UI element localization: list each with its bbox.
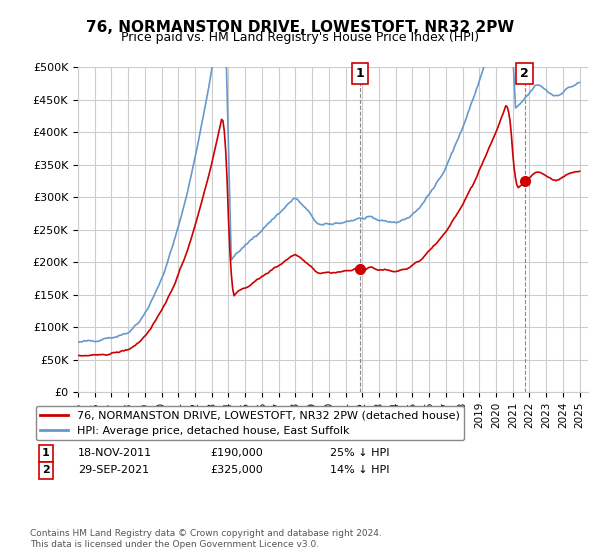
Text: 2: 2 <box>520 67 529 80</box>
Text: 25% ↓ HPI: 25% ↓ HPI <box>330 449 389 459</box>
Text: £325,000: £325,000 <box>210 465 263 475</box>
Legend: 76, NORMANSTON DRIVE, LOWESTOFT, NR32 2PW (detached house), HPI: Average price, : 76, NORMANSTON DRIVE, LOWESTOFT, NR32 2P… <box>35 406 464 440</box>
Text: 2: 2 <box>42 465 50 475</box>
Text: Contains HM Land Registry data © Crown copyright and database right 2024.
This d: Contains HM Land Registry data © Crown c… <box>30 529 382 549</box>
Text: 1: 1 <box>42 449 50 459</box>
Text: £190,000: £190,000 <box>210 449 263 459</box>
Text: 76, NORMANSTON DRIVE, LOWESTOFT, NR32 2PW: 76, NORMANSTON DRIVE, LOWESTOFT, NR32 2P… <box>86 20 514 35</box>
Text: Price paid vs. HM Land Registry's House Price Index (HPI): Price paid vs. HM Land Registry's House … <box>121 31 479 44</box>
Text: 14% ↓ HPI: 14% ↓ HPI <box>330 465 389 475</box>
Text: 29-SEP-2021: 29-SEP-2021 <box>78 465 149 475</box>
Text: 18-NOV-2011: 18-NOV-2011 <box>78 449 152 459</box>
Text: 1: 1 <box>356 67 365 80</box>
